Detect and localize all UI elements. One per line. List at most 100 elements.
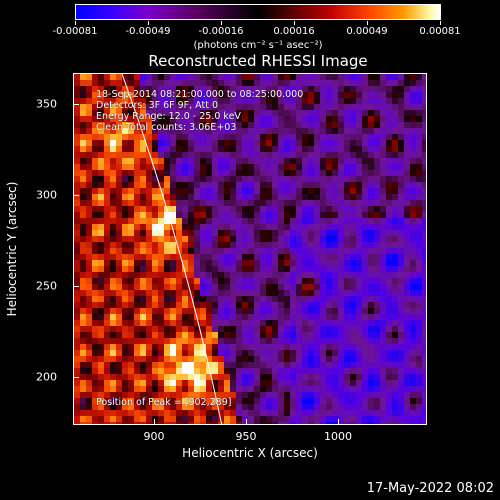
map-pixel [134, 206, 140, 212]
map-pixel [170, 290, 176, 296]
map-pixel [392, 230, 398, 236]
x-tick [154, 419, 155, 425]
map-pixel [296, 338, 302, 344]
map-pixel [170, 242, 176, 248]
map-pixel [326, 350, 332, 356]
map-pixel [320, 392, 326, 398]
map-pixel [368, 176, 374, 182]
map-pixel [350, 314, 356, 320]
map-pixel [350, 194, 356, 200]
map-pixel [278, 206, 284, 212]
map-pixel [374, 392, 380, 398]
map-pixel [422, 302, 426, 308]
map-pixel [152, 398, 158, 404]
map-pixel [128, 146, 134, 152]
map-pixel [338, 134, 344, 140]
map-pixel [194, 422, 200, 424]
map-pixel [278, 224, 284, 230]
map-pixel [386, 98, 392, 104]
map-pixel [380, 212, 386, 218]
map-pixel [404, 302, 410, 308]
map-pixel [356, 410, 362, 416]
map-pixel [356, 128, 362, 134]
map-pixel [158, 278, 164, 284]
map-pixel [170, 380, 176, 386]
map-pixel [362, 362, 368, 368]
map-pixel [176, 284, 182, 290]
map-pixel [320, 410, 326, 416]
map-pixel [140, 278, 146, 284]
map-pixel [74, 410, 80, 416]
map-pixel [296, 404, 302, 410]
map-pixel [266, 200, 272, 206]
map-pixel [128, 392, 134, 398]
map-pixel [80, 164, 86, 170]
map-pixel [296, 98, 302, 104]
map-pixel [80, 296, 86, 302]
map-pixel [332, 122, 338, 128]
map-pixel [218, 74, 224, 80]
map-pixel [374, 188, 380, 194]
map-pixel [170, 416, 176, 422]
map-pixel [170, 110, 176, 116]
map-pixel [350, 410, 356, 416]
map-pixel [242, 116, 248, 122]
map-pixel [236, 296, 242, 302]
map-pixel [194, 284, 200, 290]
map-pixel [242, 140, 248, 146]
y-tick-label: 350 [36, 97, 57, 111]
map-pixel [224, 164, 230, 170]
map-pixel [218, 368, 224, 374]
map-pixel [398, 416, 404, 422]
map-pixel [320, 284, 326, 290]
map-pixel [122, 218, 128, 224]
map-pixel [248, 188, 254, 194]
map-pixel [206, 152, 212, 158]
map-pixel [110, 110, 116, 116]
map-pixel [416, 80, 422, 86]
map-pixel [278, 176, 284, 182]
map-pixel [182, 296, 188, 302]
map-pixel [350, 134, 356, 140]
map-pixel [374, 374, 380, 380]
map-pixel [404, 320, 410, 326]
map-pixel [260, 158, 266, 164]
map-pixel [236, 92, 242, 98]
map-pixel [110, 206, 116, 212]
map-pixel [314, 272, 320, 278]
map-pixel [356, 308, 362, 314]
map-pixel [224, 266, 230, 272]
map-pixel [344, 104, 350, 110]
map-pixel [152, 344, 158, 350]
map-pixel [320, 128, 326, 134]
map-pixel [230, 338, 236, 344]
map-pixel [110, 86, 116, 92]
map-pixel [104, 248, 110, 254]
map-pixel [170, 362, 176, 368]
map-pixel [266, 410, 272, 416]
map-pixel [170, 254, 176, 260]
map-pixel [320, 326, 326, 332]
map-pixel [206, 278, 212, 284]
map-pixel [356, 272, 362, 278]
map-pixel [212, 164, 218, 170]
map-pixel [410, 158, 416, 164]
map-pixel [98, 254, 104, 260]
map-pixel [134, 182, 140, 188]
map-pixel [146, 80, 152, 86]
map-pixel [98, 356, 104, 362]
map-pixel [140, 140, 146, 146]
map-pixel [182, 278, 188, 284]
map-pixel [278, 398, 284, 404]
map-pixel [158, 80, 164, 86]
map-pixel [332, 308, 338, 314]
map-pixel [326, 404, 332, 410]
map-pixel [170, 332, 176, 338]
map-pixel [176, 422, 182, 424]
map-pixel [188, 152, 194, 158]
map-pixel [146, 212, 152, 218]
map-pixel [260, 224, 266, 230]
map-pixel [140, 134, 146, 140]
map-pixel [260, 398, 266, 404]
map-pixel [308, 308, 314, 314]
